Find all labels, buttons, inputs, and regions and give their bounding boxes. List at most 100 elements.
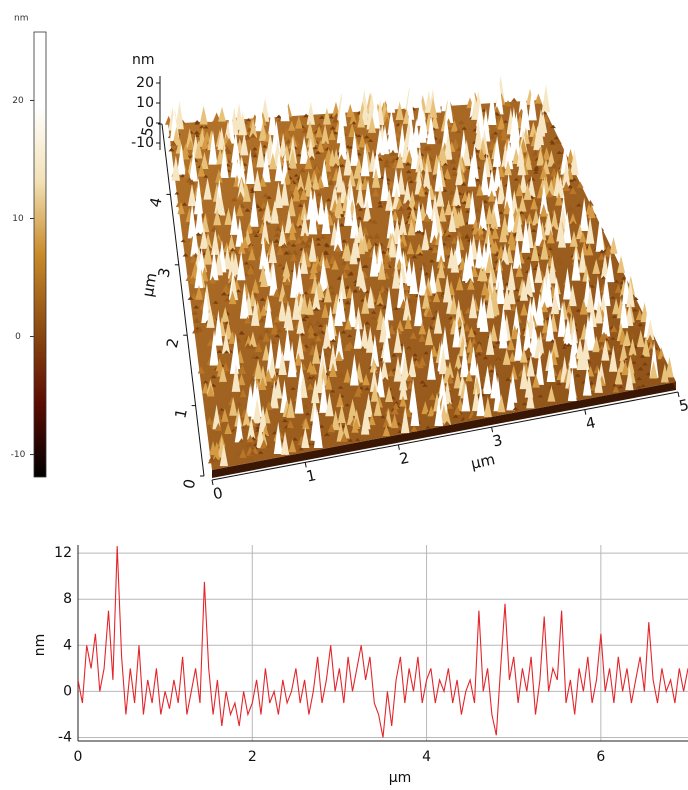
surface-spike [285,305,294,331]
surface-spike [439,385,449,419]
surface-spike [338,126,348,160]
surface-spike [446,333,453,339]
surface-spike [569,186,577,195]
surface-spike [505,377,511,381]
surface-spike [239,282,249,319]
x-tick-label: 4 [584,413,597,433]
surface-spike [453,405,461,415]
surface-spike [402,295,412,321]
surface-spike [539,203,548,217]
y-tick-label: -4 [58,730,72,746]
surface-spike [449,157,457,164]
surface-spike [197,366,205,374]
y-tick-label: 4 [146,196,166,209]
surface-spike [188,179,196,185]
surface-spike [436,185,445,207]
surface-spike [630,353,637,358]
surface-spike [306,126,316,148]
surface-spike [355,181,365,208]
surface-spike [236,204,244,217]
surface-spike [589,284,595,288]
surface-spike [405,374,413,381]
surface-spike [212,449,221,460]
surface-spike [300,212,309,237]
surface-spike [427,405,435,417]
surface-spike [640,384,646,388]
surface-spike [228,290,237,305]
surface-spike [421,383,428,387]
surface-spike [565,343,572,347]
surface-spike [569,315,578,344]
surface-spike [245,118,252,122]
surface-spike [408,355,417,378]
surface-spike [301,232,309,243]
surface-spike [321,201,331,234]
surface-spike [607,351,614,355]
surface-spike [332,131,338,135]
surface-spike [263,328,271,333]
surface-spike [332,163,340,168]
surface-spike [288,181,297,191]
surface-spike [181,202,188,206]
surface-spike [363,135,370,139]
surface-spike [257,333,265,340]
surface-spike [549,141,556,145]
surface-spike [354,388,362,397]
surface-spike [225,149,233,154]
surface-spike [190,267,198,279]
surface-spike [289,252,298,262]
surface-spike [261,147,271,183]
data-line [78,546,688,738]
surface-spike [467,190,477,225]
surface-spike [423,351,429,355]
surface-spike [437,294,444,300]
surface-spike [562,211,572,244]
surface-spike [380,415,386,419]
surface-spike [270,326,278,335]
surface-spike [278,224,287,247]
surface-spike [636,385,642,389]
surface-spike [324,244,330,248]
surface-spike [594,367,603,393]
surface-spike [313,307,320,311]
surface-spike [255,428,261,432]
surface-spike [556,176,565,199]
surface-spike [612,385,620,393]
surface-spike [637,366,644,371]
surface-spike [556,159,563,164]
surface-spike [237,191,245,200]
surface-spike [527,86,537,121]
surface-spike [238,364,247,375]
surface-spike [388,324,396,335]
surface-spike [523,182,532,200]
colorbar-tick-label: 10 [12,214,24,224]
surface-spike [316,329,323,335]
surface-spike [312,332,318,336]
surface-spike [260,439,268,449]
surface-spike [224,207,233,225]
surface-spike [312,146,319,150]
surface-spike [410,392,420,427]
surface-spike [252,397,262,424]
surface-spike [275,114,282,119]
surface-spike [439,347,448,375]
surface-spike [566,148,575,164]
surface-spike [235,289,242,293]
surface-spike [500,259,507,266]
surface-spike [568,284,577,307]
surface-spike [274,151,284,182]
surface-spike [265,442,272,448]
surface-spike [199,226,209,249]
z-axis-label: nm [132,52,155,68]
surface-spike [454,353,463,370]
surface-spike [529,121,538,137]
surface-spike [391,167,401,197]
surface-spike [227,233,236,252]
surface-spike [335,350,343,362]
surface-spike [470,413,478,420]
surface-spike [524,154,533,170]
surface-spike [376,291,384,305]
surface-spike [412,353,418,357]
surface-spike [636,329,645,348]
surface-spike [331,410,340,431]
